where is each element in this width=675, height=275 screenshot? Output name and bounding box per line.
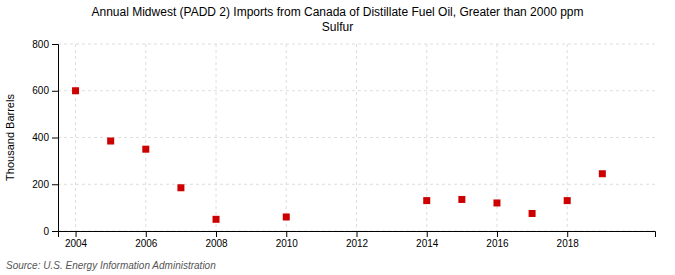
- tick: 0: [43, 226, 58, 237]
- point: [423, 197, 430, 204]
- tick-label: 2006: [135, 238, 158, 249]
- tick-mark: [52, 138, 58, 139]
- tick-mark: [216, 231, 217, 237]
- point: [213, 216, 220, 223]
- axis-line: [52, 45, 59, 232]
- grid: [58, 44, 655, 231]
- plot: 2004 2006 2008 2010 2012 2014 2016 2018 0 200 400 6…: [4, 39, 656, 249]
- grid-line: [216, 44, 217, 231]
- axis-line: [59, 232, 656, 238]
- tick: 2012: [346, 231, 369, 249]
- point: [493, 199, 500, 206]
- tick: 2006: [135, 231, 158, 249]
- tick-mark: [52, 44, 58, 45]
- tick: 2008: [205, 231, 228, 249]
- point: [107, 138, 114, 145]
- tick-label: 2004: [65, 238, 88, 249]
- tick-mark: [286, 231, 287, 237]
- grid-line: [286, 44, 287, 231]
- tick-mark: [567, 231, 568, 237]
- tick-label: 200: [32, 179, 49, 190]
- point: [458, 196, 465, 203]
- tick: 2016: [486, 231, 509, 249]
- tick-mark: [497, 231, 498, 237]
- chart: 2004 2006 2008 2010 2012 2014 2016 2018 0 200 400 6…: [0, 0, 675, 275]
- grid-line: [58, 137, 655, 138]
- tick-label: 0: [43, 226, 49, 237]
- tick: 2014: [416, 231, 439, 249]
- grid-line: [356, 44, 357, 231]
- point: [72, 87, 79, 94]
- tick: 600: [32, 85, 58, 96]
- tick-mark: [52, 91, 58, 92]
- y-axis-title: Thousand Barrels: [4, 94, 16, 181]
- grid-line: [58, 90, 655, 91]
- grid-line: [75, 44, 76, 231]
- point: [564, 197, 571, 204]
- source-note: Source: U.S. Energy Information Administ…: [6, 260, 216, 271]
- tick: 200: [32, 179, 58, 190]
- tick: 800: [32, 39, 58, 50]
- point: [599, 170, 606, 177]
- tick-mark: [146, 231, 147, 237]
- title-line: Sulfur: [322, 20, 353, 34]
- tick-label: 2016: [486, 238, 509, 249]
- tick-label: 2008: [205, 238, 228, 249]
- grid-line: [145, 44, 146, 231]
- tick: 2018: [557, 231, 580, 249]
- point: [142, 146, 149, 153]
- tick-label: 2012: [346, 238, 369, 249]
- y-axis: 0 200 400 600 800: [32, 39, 58, 237]
- tick: 2004: [65, 231, 88, 249]
- tick-label: 2010: [276, 238, 299, 249]
- title-line: Annual Midwest (PADD 2) Imports from Can…: [92, 5, 584, 19]
- title: Annual Midwest (PADD 2) Imports from Can…: [92, 5, 584, 34]
- tick-mark: [427, 231, 428, 237]
- tick-label: 2018: [557, 238, 580, 249]
- tick: 400: [32, 132, 58, 143]
- points: [72, 87, 606, 223]
- tick: 2010: [276, 231, 299, 249]
- x-axis: 2004 2006 2008 2010 2012 2014 2016 2018: [59, 231, 656, 249]
- tick-label: 2014: [416, 238, 439, 249]
- tick-mark: [52, 184, 58, 185]
- point: [529, 210, 536, 217]
- tick-mark: [357, 231, 358, 237]
- tick-mark: [76, 231, 77, 237]
- point: [177, 184, 184, 191]
- tick-mark: [52, 231, 58, 232]
- tick-label: 400: [32, 132, 49, 143]
- tick-label: 600: [32, 85, 49, 96]
- tick-label: 800: [32, 39, 49, 50]
- point: [283, 213, 290, 220]
